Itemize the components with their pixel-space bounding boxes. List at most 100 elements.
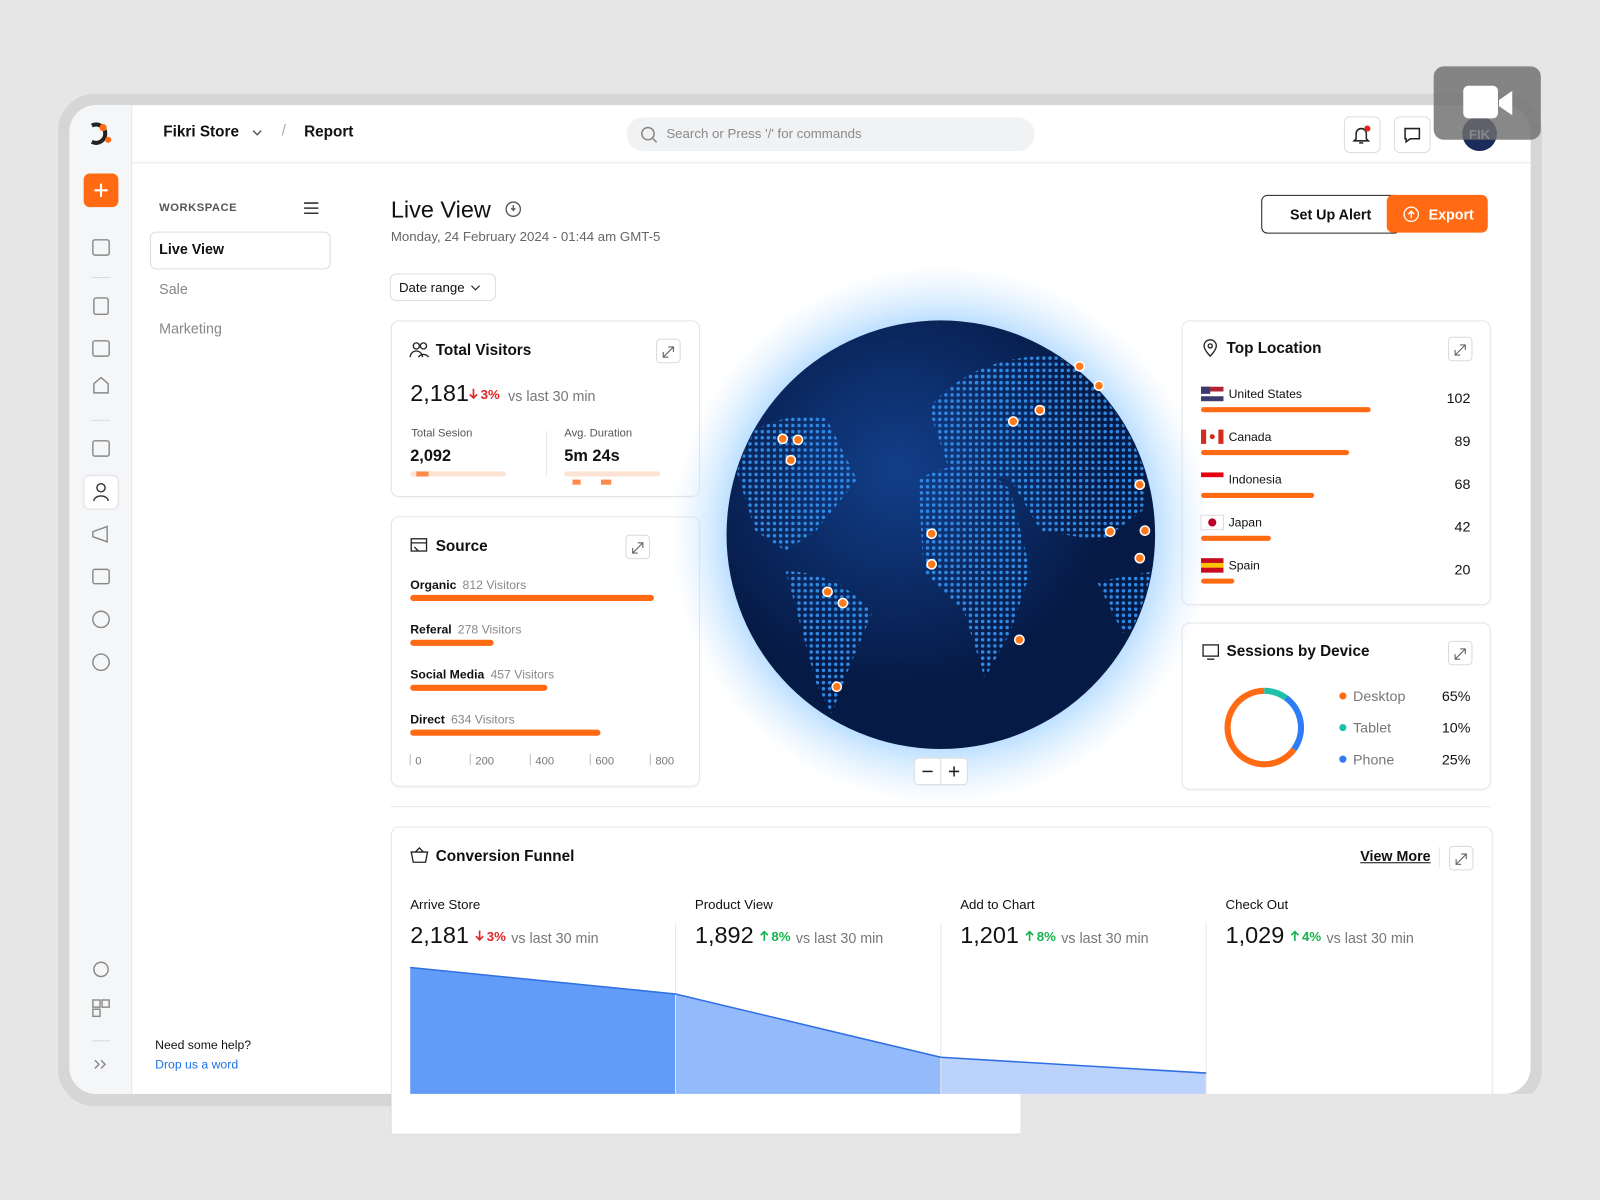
flag bbox=[1201, 558, 1224, 573]
stat-label: Avg. Duration bbox=[564, 427, 633, 440]
bar-label: Social Media bbox=[410, 668, 484, 682]
divider bbox=[545, 430, 547, 476]
expand-button[interactable] bbox=[1447, 336, 1473, 362]
location-name: Indonesia bbox=[1229, 473, 1282, 487]
divider bbox=[390, 806, 1491, 808]
funnel-change: 8% bbox=[759, 929, 791, 944]
bar bbox=[1201, 449, 1350, 456]
change-arrow bbox=[1025, 930, 1034, 941]
funnel-icon bbox=[410, 847, 429, 863]
menu-icon[interactable] bbox=[303, 201, 319, 215]
funnel-label: Add to Chart bbox=[960, 896, 1035, 913]
stat-label: Total Sesion bbox=[411, 427, 473, 440]
notification-button[interactable] bbox=[1343, 116, 1381, 154]
metric-value: 2,181 bbox=[410, 379, 469, 407]
legend-value: 65% bbox=[1442, 689, 1471, 705]
location-name: Japan bbox=[1229, 516, 1263, 530]
value-label: 278 Visitors bbox=[458, 623, 522, 637]
funnel-area bbox=[940, 1057, 1207, 1094]
flag-band bbox=[1201, 429, 1207, 444]
flag bbox=[1201, 429, 1224, 444]
mini-bar bbox=[564, 471, 661, 485]
expand-button[interactable] bbox=[625, 534, 650, 560]
change-arrow bbox=[1290, 930, 1300, 941]
location-name: Canada bbox=[1229, 430, 1272, 444]
expand-icons bbox=[632, 344, 1467, 865]
expand-button[interactable] bbox=[656, 338, 681, 364]
value-label: 634 Visitors bbox=[451, 712, 515, 726]
search-box[interactable] bbox=[626, 117, 1035, 152]
camera-overlay[interactable] bbox=[1433, 66, 1541, 140]
funnel-label: Check Out bbox=[1225, 896, 1289, 913]
location-value: 20 bbox=[1455, 562, 1471, 578]
bg-cover bbox=[1020, 1093, 1600, 1200]
bar bbox=[1201, 407, 1371, 413]
search-icon bbox=[641, 126, 658, 143]
stat-value: 5m 24s bbox=[564, 447, 620, 466]
pin-icon bbox=[1203, 339, 1217, 358]
message-button[interactable] bbox=[1393, 116, 1431, 154]
change-text: 4% bbox=[1302, 928, 1322, 944]
stat-value: 2,092 bbox=[410, 447, 452, 466]
x-tick-label: 600 bbox=[595, 755, 614, 767]
expand-button[interactable] bbox=[1448, 845, 1474, 871]
compare-text: vs last 30 min bbox=[1326, 929, 1414, 946]
camera-icon bbox=[1463, 85, 1513, 119]
bar bbox=[410, 729, 601, 736]
legend-dot bbox=[1339, 755, 1347, 763]
funnel-area bbox=[675, 993, 941, 1094]
funnel-area bbox=[410, 967, 676, 1094]
location-value: 68 bbox=[1455, 477, 1471, 493]
nav-item[interactable]: Marketing bbox=[159, 320, 222, 337]
funnel-value: 1,892 bbox=[694, 921, 754, 948]
bar bbox=[410, 684, 548, 691]
bar bbox=[1201, 535, 1271, 541]
help-link[interactable]: Drop us a word bbox=[155, 1057, 239, 1072]
icon-rail bbox=[82, 122, 120, 1069]
store-name[interactable]: Fikri Store bbox=[163, 123, 239, 141]
location-name: Spain bbox=[1229, 558, 1260, 572]
compare-text: vs last 30 min bbox=[795, 929, 884, 946]
active-nav-bg bbox=[149, 231, 331, 270]
funnel-value: 1,201 bbox=[960, 921, 1019, 948]
bar bbox=[410, 594, 654, 602]
location-name: United States bbox=[1229, 387, 1302, 401]
rail-dividers bbox=[91, 277, 111, 1042]
change-text: 8% bbox=[1036, 928, 1056, 944]
bar-label: Organic bbox=[410, 578, 456, 592]
expand-button[interactable] bbox=[1447, 640, 1473, 666]
flag-band bbox=[1201, 562, 1224, 568]
x-tick-label: 800 bbox=[655, 755, 674, 767]
card-title: Total Visitors bbox=[435, 341, 532, 360]
refresh-icon[interactable] bbox=[504, 200, 522, 218]
nav-item[interactable]: Live View bbox=[159, 240, 225, 258]
zoom-in[interactable] bbox=[948, 766, 960, 777]
legend-dot bbox=[1339, 723, 1347, 732]
change-arrow bbox=[469, 388, 478, 400]
value-label: 457 Visitors bbox=[490, 668, 554, 682]
flag-band bbox=[1201, 391, 1224, 397]
view-more[interactable]: View More bbox=[1360, 847, 1431, 865]
breadcrumb-sep: / bbox=[281, 122, 286, 140]
bell-icon bbox=[1352, 125, 1371, 144]
page-name: Report bbox=[304, 123, 354, 141]
flag bbox=[1200, 514, 1224, 531]
value-label: 812 Visitors bbox=[463, 578, 527, 592]
funnel-change: 3% bbox=[474, 929, 506, 944]
zoom-controls bbox=[913, 757, 968, 786]
source-icon bbox=[410, 538, 428, 552]
device-icon bbox=[1202, 644, 1220, 660]
nav-item[interactable]: Sale bbox=[159, 280, 188, 297]
compare-text: vs last 30 min bbox=[511, 929, 599, 946]
date-range[interactable]: Date range bbox=[389, 273, 496, 302]
card-title: Conversion Funnel bbox=[435, 847, 575, 866]
flag-band bbox=[1201, 477, 1224, 483]
location-value: 89 bbox=[1455, 434, 1471, 450]
export-button[interactable]: Export bbox=[1386, 194, 1488, 233]
flag-band bbox=[1201, 396, 1224, 402]
funnel-chart bbox=[410, 923, 1207, 1094]
search-placeholder: Search or Press '/' for commands bbox=[666, 125, 862, 141]
legend-value: 25% bbox=[1442, 752, 1471, 768]
